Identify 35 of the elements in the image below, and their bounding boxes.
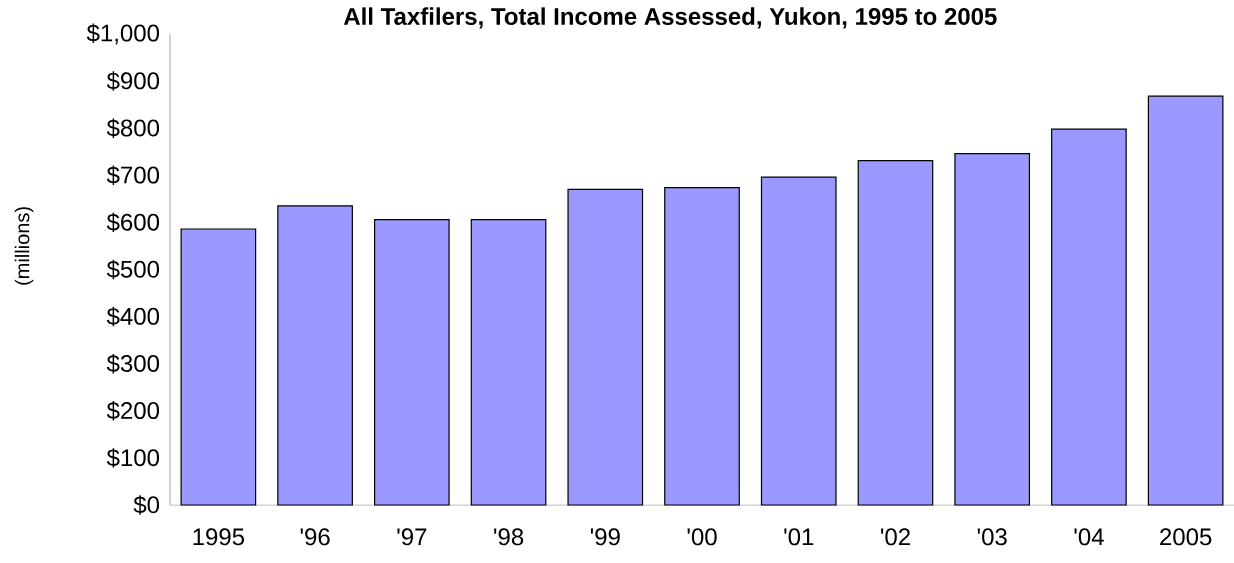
- bar: [1147, 95, 1224, 506]
- x-tick-label: 1995: [193, 528, 245, 546]
- x-tick-label: '01: [784, 528, 814, 546]
- x-tick-label: '00: [687, 528, 717, 546]
- y-tick-label: $300: [106, 353, 160, 374]
- x-tick-label: 2005: [1160, 528, 1212, 546]
- chart-title: All Taxfilers, Total Income Assessed, Yukon, 1995 to 2005: [343, 7, 997, 29]
- bar: [664, 186, 740, 506]
- x-tick-label: '03: [977, 528, 1007, 546]
- y-tick-label: $400: [106, 306, 160, 327]
- y-tick-label: $500: [106, 259, 160, 280]
- y-tick-label: $600: [106, 212, 160, 233]
- x-tick-label: '98: [494, 528, 524, 546]
- bar: [1051, 128, 1127, 506]
- y-axis-title: (millions): [14, 207, 34, 285]
- bar: [277, 205, 353, 506]
- y-tick-label: $0: [133, 495, 160, 515]
- x-tick-label: '02: [881, 528, 910, 546]
- y-tick-label: $800: [106, 118, 160, 138]
- bar: [373, 218, 450, 506]
- bar: [180, 228, 257, 506]
- y-tick-label: $1,000: [86, 23, 160, 45]
- y-tick-label: $100: [106, 448, 160, 468]
- x-tick-label: '04: [1074, 528, 1104, 546]
- bar: [567, 188, 644, 506]
- bar: [760, 176, 837, 506]
- x-tick-label: '96: [300, 528, 330, 546]
- y-tick-label: $700: [106, 165, 160, 186]
- y-tick-label: $900: [106, 71, 160, 91]
- x-tick-label: '99: [590, 528, 620, 546]
- bar: [470, 218, 547, 506]
- y-tick-label: $200: [106, 401, 160, 421]
- bar: [857, 160, 934, 506]
- bar: [954, 153, 1031, 506]
- x-tick-label: '97: [397, 528, 427, 546]
